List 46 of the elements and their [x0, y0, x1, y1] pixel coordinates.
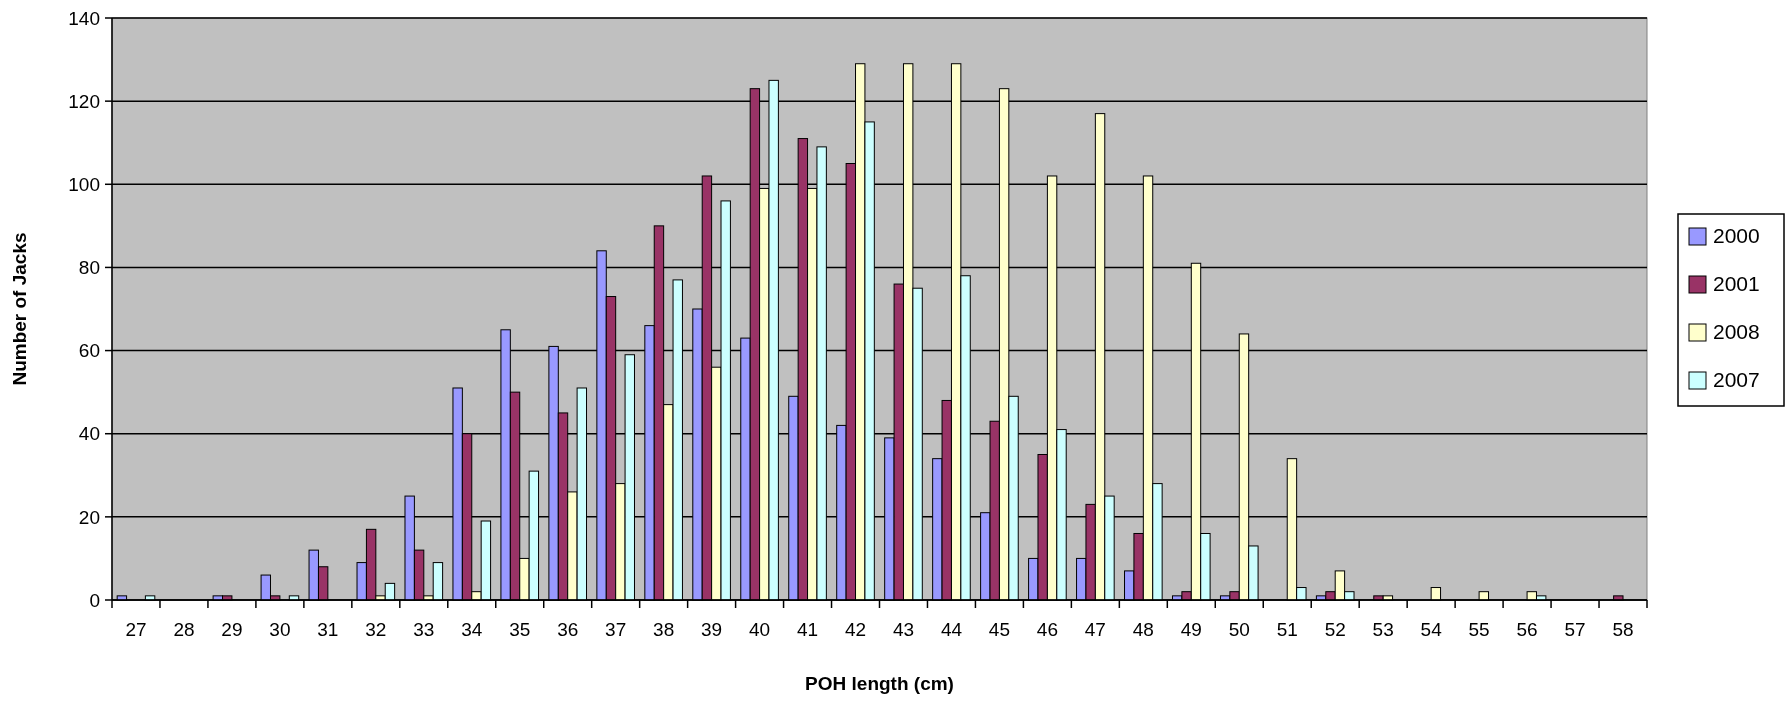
x-tick-label: 50 — [1228, 619, 1250, 640]
x-tick-label: 48 — [1132, 619, 1154, 640]
y-tick-label: 80 — [78, 257, 100, 279]
legend-label: 2001 — [1713, 272, 1760, 296]
x-tick-label: 47 — [1084, 619, 1106, 640]
x-tick-label: 51 — [1276, 619, 1298, 640]
x-tick-label: 45 — [988, 619, 1010, 640]
x-tick-label: 49 — [1180, 619, 1202, 640]
x-tick-label: 33 — [413, 619, 435, 640]
y-tick-label: 120 — [68, 90, 100, 112]
x-tick-label: 39 — [701, 619, 723, 640]
legend-label: 2008 — [1713, 320, 1760, 344]
x-tick-label: 36 — [557, 619, 579, 640]
x-tick-label: 56 — [1516, 619, 1538, 640]
y-tick-label: 20 — [78, 506, 100, 528]
y-axis-title: Number of Jacks — [9, 232, 30, 386]
x-tick-label: 32 — [365, 619, 387, 640]
legend-label: 2007 — [1713, 368, 1760, 392]
x-tick-label: 37 — [605, 619, 627, 640]
x-tick-label: 29 — [221, 619, 243, 640]
x-tick-label: 54 — [1420, 619, 1443, 640]
x-tick-label: 34 — [461, 619, 483, 640]
x-tick-label: 38 — [653, 619, 675, 640]
legend-label: 2000 — [1713, 224, 1760, 248]
y-tick-label: 140 — [68, 7, 100, 29]
x-tick-label: 44 — [940, 619, 963, 640]
x-tick-label: 42 — [844, 619, 867, 640]
y-tick-label: 40 — [78, 423, 100, 445]
x-tick-label: 40 — [749, 619, 771, 640]
x-tick-label: 46 — [1036, 619, 1058, 640]
x-tick-label: 28 — [173, 619, 195, 640]
x-tick-label: 30 — [269, 619, 291, 640]
x-tick-label: 35 — [509, 619, 531, 640]
y-tick-label: 60 — [78, 340, 100, 362]
x-tick-label: 55 — [1468, 619, 1490, 640]
x-tick-label: 27 — [125, 619, 147, 640]
x-tick-label: 53 — [1372, 619, 1394, 640]
x-tick-label: 52 — [1324, 619, 1346, 640]
x-tick-label: 41 — [796, 619, 819, 640]
x-tick-label: 58 — [1612, 619, 1634, 640]
x-tick-label: 57 — [1564, 619, 1586, 640]
y-tick-label: 0 — [89, 589, 100, 611]
x-tick-label: 43 — [892, 619, 915, 640]
x-axis-title: POH length (cm) — [805, 673, 954, 694]
x-tick-label: 31 — [317, 619, 339, 640]
y-tick-label: 100 — [68, 173, 100, 195]
